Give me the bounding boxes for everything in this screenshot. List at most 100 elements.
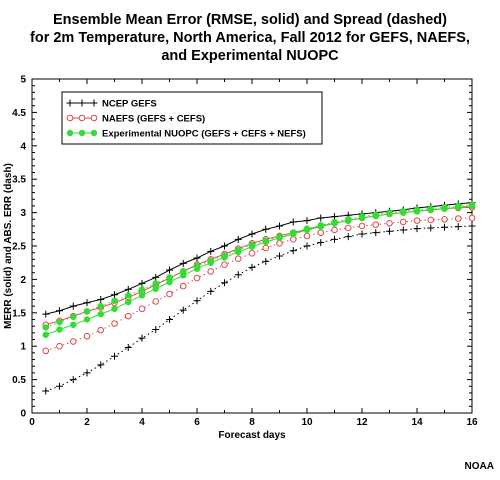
series-2-dashed-point bbox=[344, 224, 352, 232]
series-1-dashed-point bbox=[289, 247, 297, 255]
series-3-solid-point bbox=[111, 305, 118, 313]
series-1-solid-point bbox=[276, 222, 283, 230]
series-1-dashed-point bbox=[42, 387, 50, 395]
x-tick-label: 4 bbox=[139, 417, 145, 428]
y-tick-label: 3.5 bbox=[12, 175, 26, 186]
series-1-solid-point bbox=[97, 295, 105, 303]
series-1-solid-point bbox=[166, 266, 173, 274]
series-2-dashed-point bbox=[56, 342, 63, 350]
series-1-dashed-point bbox=[207, 287, 215, 295]
series-1-solid-point bbox=[303, 217, 311, 225]
series-3-solid-point bbox=[70, 321, 77, 329]
series-3-dashed-point bbox=[56, 318, 63, 326]
series-2-dashed-point bbox=[248, 250, 256, 257]
legend-label: NCEP GEFS bbox=[102, 99, 157, 110]
series-1-solid-point bbox=[111, 291, 118, 299]
series-3-solid-point bbox=[97, 310, 104, 318]
series-2-dashed-point bbox=[372, 221, 380, 228]
series-1-dashed-point bbox=[303, 242, 311, 250]
legend-marker bbox=[78, 114, 86, 122]
series-2-dashed-point bbox=[331, 226, 338, 234]
x-tick-label: 12 bbox=[356, 417, 368, 428]
series-1-solid-point bbox=[83, 299, 91, 307]
series-1-dashed-point bbox=[454, 223, 462, 231]
series-1-solid-point bbox=[317, 214, 325, 222]
series-2-dashed-point bbox=[221, 261, 228, 269]
series-1-dashed-point bbox=[276, 252, 283, 260]
series-3-dashed-line bbox=[45, 204, 473, 328]
series-3-dashed-point bbox=[193, 262, 201, 270]
series-3-dashed-point bbox=[125, 292, 132, 299]
y-tick-label: 5 bbox=[20, 75, 26, 86]
series-1-dashed-point bbox=[468, 222, 476, 230]
series-1-dashed-point bbox=[83, 369, 91, 377]
series-3-dashed-point bbox=[331, 218, 338, 226]
series-1-dashed-point bbox=[386, 227, 393, 235]
series-3-dashed-point bbox=[290, 229, 297, 236]
series-1-solid-point bbox=[207, 247, 215, 255]
series-2-solid-line bbox=[45, 206, 473, 326]
series-2-dashed-point bbox=[166, 290, 173, 298]
series-1-dashed-point bbox=[166, 315, 173, 323]
y-tick-label: 4 bbox=[20, 141, 26, 152]
series-2-dashed-point bbox=[317, 229, 325, 236]
y-tick-label: 1.5 bbox=[12, 308, 26, 319]
series-2-dashed-point bbox=[358, 222, 366, 230]
series-3-dashed-point bbox=[138, 286, 146, 293]
x-tick-label: 8 bbox=[249, 417, 255, 428]
series-2-dashed-point bbox=[152, 298, 160, 305]
series-1-dashed-point bbox=[427, 224, 435, 232]
series-3-solid-point bbox=[125, 298, 132, 306]
series-2-dashed-point bbox=[289, 236, 297, 243]
series-3-dashed-point bbox=[317, 222, 324, 229]
series-2-dashed-point bbox=[413, 217, 421, 224]
series-3-dashed-point bbox=[235, 246, 242, 254]
series-3-dashed-point bbox=[427, 205, 434, 212]
series-1-solid-line bbox=[45, 202, 473, 315]
series-2-dashed-point bbox=[234, 255, 242, 262]
series-1-solid-point bbox=[124, 285, 132, 293]
legend-marker bbox=[90, 129, 98, 137]
series-3-dashed-point bbox=[303, 225, 311, 232]
series-1-solid-point bbox=[248, 230, 256, 238]
series-3-dashed-point bbox=[441, 204, 448, 211]
series-1-dashed-point bbox=[124, 344, 132, 352]
x-tick-label: 2 bbox=[84, 417, 90, 428]
series-3-dashed-point bbox=[111, 297, 118, 305]
series-2-dashed-line bbox=[45, 217, 473, 352]
series-3-dashed-point bbox=[262, 237, 269, 244]
series-3-dashed-point bbox=[152, 280, 159, 287]
series-2-dashed-point bbox=[427, 216, 435, 224]
series-1-solid-point bbox=[42, 310, 50, 318]
x-tick-label: 6 bbox=[194, 417, 200, 428]
series-2-dashed-point bbox=[179, 282, 187, 290]
credit-label: NOAA bbox=[464, 461, 494, 472]
series-1-dashed-point bbox=[56, 382, 63, 390]
series-2-dashed-point bbox=[42, 347, 50, 355]
series-3-dashed-point bbox=[180, 268, 187, 275]
series-1-solid-point bbox=[262, 225, 270, 233]
series-3-dashed-point bbox=[455, 202, 462, 210]
series-1-solid-point bbox=[234, 235, 242, 243]
series-1-dashed-line bbox=[45, 225, 473, 392]
series-3-dashed-point bbox=[70, 313, 77, 321]
series-1-solid-point bbox=[69, 302, 77, 310]
series-2-dashed-point bbox=[207, 268, 215, 275]
y-tick-label: 2.5 bbox=[12, 242, 26, 253]
series-3-dashed-point bbox=[386, 209, 393, 216]
series-2-dashed-point bbox=[386, 219, 393, 227]
series-1-dashed-point bbox=[372, 229, 380, 237]
series-1-dashed-point bbox=[138, 334, 146, 342]
series-3-dashed-point bbox=[468, 201, 476, 208]
series-2-dashed-point bbox=[69, 338, 77, 345]
series-3-solid-point bbox=[42, 331, 49, 339]
series-3-dashed-point bbox=[358, 213, 366, 220]
legend-marker bbox=[78, 99, 86, 107]
legend-marker bbox=[66, 114, 74, 122]
x-tick-label: 10 bbox=[301, 417, 313, 428]
legend-marker bbox=[66, 129, 74, 137]
series-3-solid-point bbox=[56, 326, 63, 333]
series-1-dashed-point bbox=[344, 233, 352, 241]
